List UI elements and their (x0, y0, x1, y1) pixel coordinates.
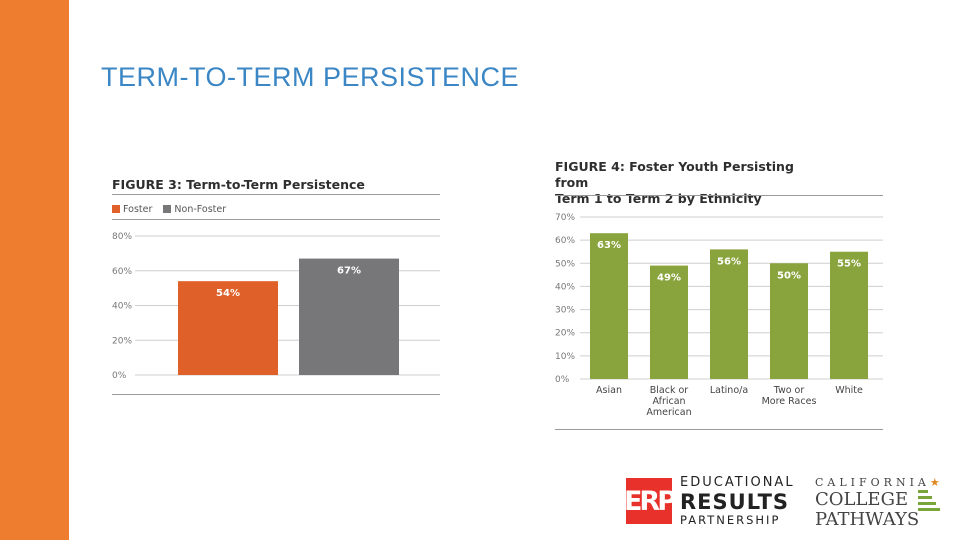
y-tick-label: 20% (112, 336, 132, 346)
ccp-stripe (918, 502, 936, 505)
x-tick-label: More Races (762, 396, 817, 407)
y-tick-label: 40% (112, 302, 132, 312)
y-tick-label: 60% (555, 236, 575, 246)
legend-swatch-foster (112, 205, 120, 213)
y-tick-label: 10% (555, 352, 575, 362)
ccp-stripes-icon (918, 490, 940, 514)
figure3-title-rule (112, 194, 440, 195)
erp-line3: PARTNERSHIP (680, 513, 781, 527)
ccp-logo: CALIFORNIA★ COLLEGE PATHWAYS (815, 476, 940, 530)
ccp-stripe (918, 490, 928, 493)
erp-line2: RESULTS (680, 490, 790, 514)
figure3-legend-rule (112, 219, 440, 220)
figure4-title: FIGURE 4: Foster Youth Persisting from T… (555, 159, 815, 207)
x-tick-label: White (835, 385, 863, 396)
bar-foster (178, 281, 278, 375)
erp-line1: EDUCATIONAL (680, 475, 795, 490)
bar-ethnicity (650, 265, 688, 379)
legend-swatch-non-foster (163, 205, 172, 213)
data-label: 56% (717, 256, 741, 267)
y-tick-label: 30% (555, 306, 575, 316)
ccp-line2: COLLEGE (815, 489, 909, 510)
y-tick-label: 20% (555, 329, 575, 339)
x-tick-label: Two or (773, 385, 805, 396)
y-tick-label: 60% (112, 267, 132, 277)
ccp-star-icon: ★ (929, 476, 940, 489)
ccp-line3: PATHWAYS (815, 509, 920, 530)
erp-logo-mark: ERP (624, 478, 677, 524)
legend-label-foster: Foster (123, 204, 153, 215)
x-tick-label: American (646, 407, 691, 418)
ccp-california: CALIFORNIA (815, 476, 930, 489)
slide-title: TERM-TO-TERM PERSISTENCE (101, 62, 520, 92)
ccp-stripe (918, 508, 940, 511)
figure4-title-rule (555, 195, 883, 196)
data-label: 54% (216, 288, 240, 299)
y-tick-label: 0% (112, 371, 127, 381)
x-tick-label: African (652, 396, 685, 407)
y-tick-label: 80% (112, 232, 132, 242)
ccp-line1: CALIFORNIA★ (815, 476, 940, 490)
bar-ethnicity (830, 251, 868, 379)
ccp-stripe (918, 496, 932, 499)
bar-non-foster (299, 258, 399, 375)
y-tick-label: 40% (555, 282, 575, 292)
y-tick-label: 0% (555, 375, 570, 385)
figure4-title-line1: FIGURE 4: Foster Youth Persisting from (555, 159, 794, 190)
data-label: 50% (777, 270, 801, 281)
x-tick-label: Black or (650, 385, 689, 396)
figure4-bottom-rule (555, 429, 883, 430)
y-tick-label: 50% (555, 259, 575, 269)
bar-ethnicity (770, 263, 808, 379)
figure3-title: FIGURE 3: Term-to-Term Persistence (112, 177, 365, 192)
figure3-legend: Foster Non-Foster (112, 204, 234, 215)
figure4-title-line2: Term 1 to Term 2 by Ethnicity (555, 191, 762, 206)
data-label: 63% (597, 240, 621, 251)
data-label: 55% (837, 259, 861, 270)
x-tick-label: Asian (596, 385, 622, 396)
orange-side-bar (0, 0, 69, 540)
y-tick-label: 70% (555, 213, 575, 223)
figure3-bottom-rule (112, 394, 440, 395)
bar-ethnicity (710, 249, 748, 379)
data-label: 67% (337, 266, 361, 277)
x-tick-label: Latino/a (710, 385, 748, 396)
legend-non-foster: Non-Foster (163, 204, 226, 215)
bar-ethnicity (590, 233, 628, 379)
legend-label-non-foster: Non-Foster (174, 204, 227, 215)
erp-logo-text: EDUCATIONAL RESULTS PARTNERSHIP (680, 476, 795, 527)
data-label: 49% (657, 273, 681, 284)
legend-foster: Foster (112, 204, 152, 215)
